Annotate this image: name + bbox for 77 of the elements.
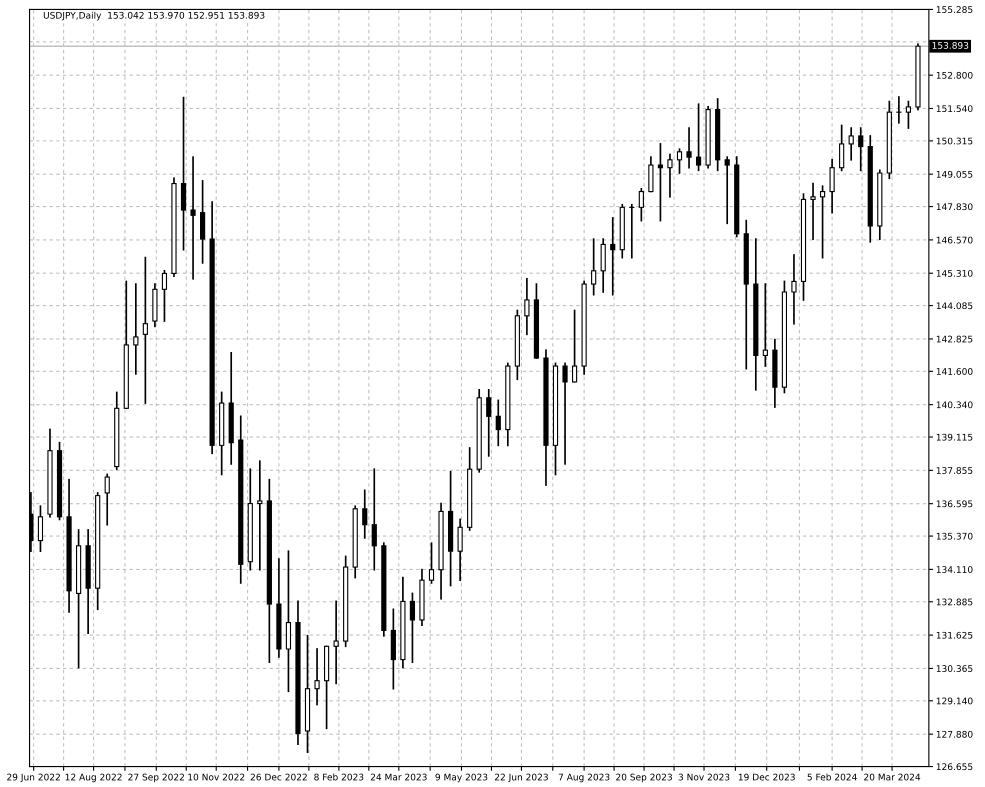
candlestick bbox=[638, 188, 644, 222]
candlestick bbox=[190, 156, 196, 280]
candlestick bbox=[906, 100, 912, 129]
x-tick-label: 24 Mar 2023 bbox=[370, 774, 427, 780]
y-tick-label: 152.800 bbox=[936, 72, 973, 79]
candlestick bbox=[820, 185, 826, 258]
candlestick bbox=[562, 362, 568, 465]
candlestick bbox=[848, 127, 854, 161]
candlestick bbox=[428, 542, 434, 584]
y-tick-label: 140.340 bbox=[936, 401, 973, 408]
candlestick bbox=[791, 254, 797, 325]
candlestick bbox=[667, 154, 673, 198]
chart-title: USDJPY,Daily 153.042 153.970 152.951 153.893 bbox=[44, 12, 264, 20]
y-tick-label: 129.140 bbox=[936, 698, 973, 704]
y-tick-label: 132.885 bbox=[936, 598, 972, 606]
candlestick bbox=[658, 143, 664, 222]
y-tick-label: 151.540 bbox=[936, 105, 973, 112]
candlestick bbox=[762, 283, 768, 367]
x-tick-label: 20 Sep 2023 bbox=[616, 774, 672, 782]
candlestick bbox=[133, 283, 138, 375]
y-tick-label: 150.315 bbox=[936, 138, 972, 144]
x-tick-label: 8 Feb 2023 bbox=[314, 773, 364, 780]
candlestick bbox=[686, 127, 692, 169]
candlestick bbox=[676, 148, 682, 174]
candlestick bbox=[314, 648, 320, 706]
y-tick-label: 136.595 bbox=[936, 500, 972, 508]
x-tick-label: 3 Nov 2023 bbox=[678, 774, 730, 780]
y-tick-label: 142.825 bbox=[936, 336, 972, 342]
candlestick bbox=[257, 460, 262, 570]
x-tick-label: 9 May 2023 bbox=[435, 774, 488, 782]
candlestick bbox=[610, 217, 616, 296]
y-tick-label: 134.110 bbox=[936, 566, 973, 573]
y-tick-label: 131.625 bbox=[936, 632, 972, 639]
candlestick bbox=[830, 158, 835, 214]
x-tick-label: 27 Sep 2022 bbox=[128, 774, 184, 782]
candlestick bbox=[38, 505, 44, 552]
y-tick-label: 144.085 bbox=[936, 302, 972, 310]
y-tick-label: 146.570 bbox=[936, 236, 973, 244]
candlestick bbox=[458, 518, 463, 582]
y-tick-label: 135.370 bbox=[936, 532, 973, 540]
y-tick-label: 130.365 bbox=[936, 665, 972, 672]
x-tick-label: 12 Aug 2022 bbox=[66, 774, 122, 782]
candlestick bbox=[810, 182, 816, 240]
candlestick bbox=[486, 389, 492, 457]
y-tick-label: 139.115 bbox=[936, 434, 972, 441]
x-tick-label: 5 Feb 2024 bbox=[808, 773, 857, 780]
y-tick-label: 137.855 bbox=[936, 467, 972, 474]
y-tick-label: 147.830 bbox=[936, 203, 973, 210]
y-tick-label: 145.310 bbox=[936, 270, 973, 277]
candlestick bbox=[372, 468, 377, 570]
candlestick bbox=[572, 310, 578, 383]
candlestick bbox=[334, 600, 339, 684]
candlestick bbox=[362, 489, 368, 539]
y-tick-label: 141.600 bbox=[936, 368, 973, 375]
candlestick bbox=[496, 400, 501, 446]
x-tick-label: 7 Aug 2023 bbox=[558, 774, 610, 782]
candlestick bbox=[839, 124, 844, 172]
x-tick-label: 10 Nov 2022 bbox=[188, 774, 244, 780]
x-tick-label: 20 Mar 2024 bbox=[864, 774, 920, 780]
y-tick-label: 127.880 bbox=[936, 730, 973, 738]
y-tick-label: 155.285 bbox=[936, 6, 972, 13]
candlestick bbox=[724, 156, 730, 224]
candlestick bbox=[162, 270, 168, 322]
candlestick bbox=[104, 474, 110, 526]
x-tick-label: 19 Dec 2023 bbox=[738, 774, 795, 780]
x-tick-label: 22 Jun 2023 bbox=[494, 774, 548, 782]
x-tick-label: 26 Dec 2022 bbox=[250, 774, 307, 780]
candlestick bbox=[410, 592, 416, 664]
ref-line-label: 153.893 bbox=[932, 42, 968, 49]
candlestick bbox=[591, 238, 596, 296]
candlestick bbox=[696, 103, 702, 172]
candlestick bbox=[524, 278, 530, 336]
x-tick-label: 29 Jun 2022 bbox=[7, 774, 60, 782]
y-tick-label: 126.655 bbox=[936, 763, 972, 770]
candlestick bbox=[858, 127, 864, 172]
candlestick bbox=[142, 256, 148, 404]
y-tick-label: 149.055 bbox=[936, 170, 972, 178]
